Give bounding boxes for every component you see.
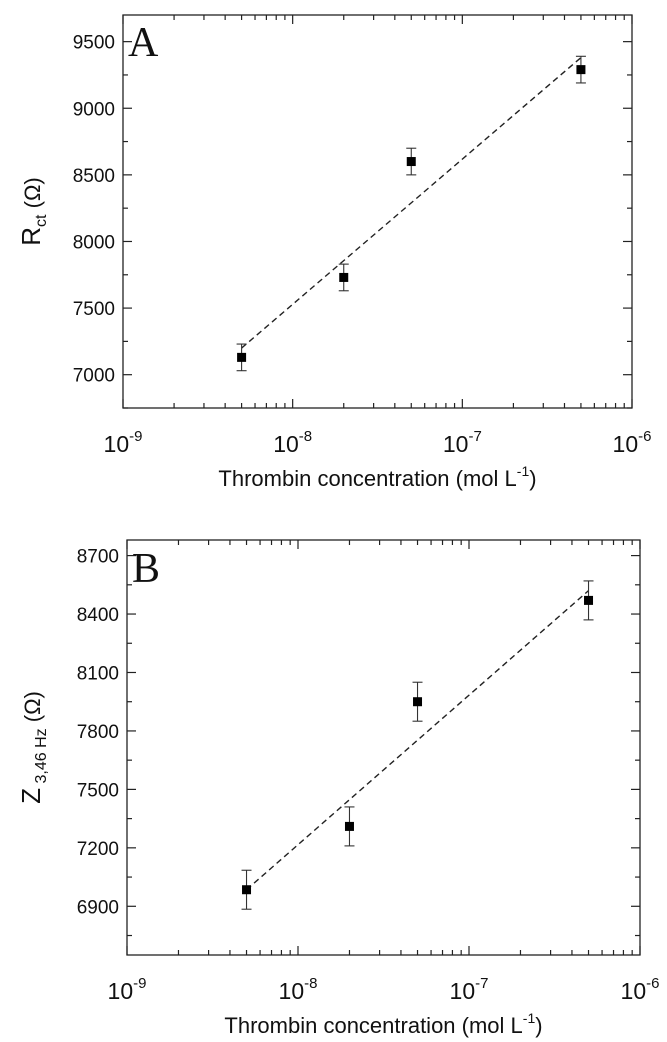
data-point — [237, 352, 247, 362]
data-point — [344, 821, 354, 831]
y-tick-label: 8000 — [73, 232, 115, 253]
y-tick-label: 8100 — [77, 663, 119, 684]
plot-frame — [122, 14, 633, 409]
x-tick-label: 10-6 — [613, 428, 652, 457]
y-tick-label: 7200 — [77, 839, 119, 860]
y-tick-label: 7800 — [77, 722, 119, 743]
y-tick-label: 8400 — [77, 605, 119, 626]
x-tick-label: 10-8 — [279, 975, 318, 1004]
panel-label: B — [132, 546, 160, 592]
data-point — [406, 157, 416, 167]
data-point — [339, 272, 349, 282]
y-tick-label: 9000 — [73, 99, 115, 120]
chart-panel-b: 10-9 10-8 10-7 10-6 6900 7200 7500 7800 8100 8400… — [16, 539, 660, 1038]
x-axis-title: Thrombin concentration (mol L-1) — [224, 1010, 542, 1038]
data-point — [242, 885, 252, 895]
plot-frame — [126, 539, 641, 956]
data-point — [576, 65, 586, 75]
fit-line — [241, 57, 582, 349]
y-tick-label: 9500 — [73, 33, 115, 54]
x-tick-label: 10-9 — [108, 975, 147, 1004]
x-tick-label: 10-7 — [450, 975, 489, 1004]
y-tick-label: 8500 — [73, 166, 115, 187]
y-axis-title: Z 3,46 Hz (Ω) — [16, 691, 50, 804]
y-tick-label: 7000 — [73, 366, 115, 387]
y-tick-label: 8700 — [77, 547, 119, 568]
y-tick-label: 7500 — [73, 299, 115, 320]
x-tick-label: 10-7 — [443, 428, 482, 457]
y-tick-label: 7500 — [77, 780, 119, 801]
x-tick-label: 10-9 — [104, 428, 143, 457]
x-tick-label: 10-8 — [273, 428, 312, 457]
x-tick-label: 10-6 — [621, 975, 660, 1004]
y-tick-label: 6900 — [77, 897, 119, 918]
y-axis-title: Rct (Ω) — [16, 177, 50, 245]
fit-line — [246, 590, 589, 891]
chart-panel-a: 10-9 10-8 10-7 10-6 7000 7500 8000 8500 9000 9500… — [16, 14, 652, 491]
data-point — [413, 697, 423, 707]
panel-label: A — [128, 20, 159, 66]
x-axis-title: Thrombin concentration (mol L-1) — [218, 463, 536, 491]
data-point — [584, 595, 594, 605]
